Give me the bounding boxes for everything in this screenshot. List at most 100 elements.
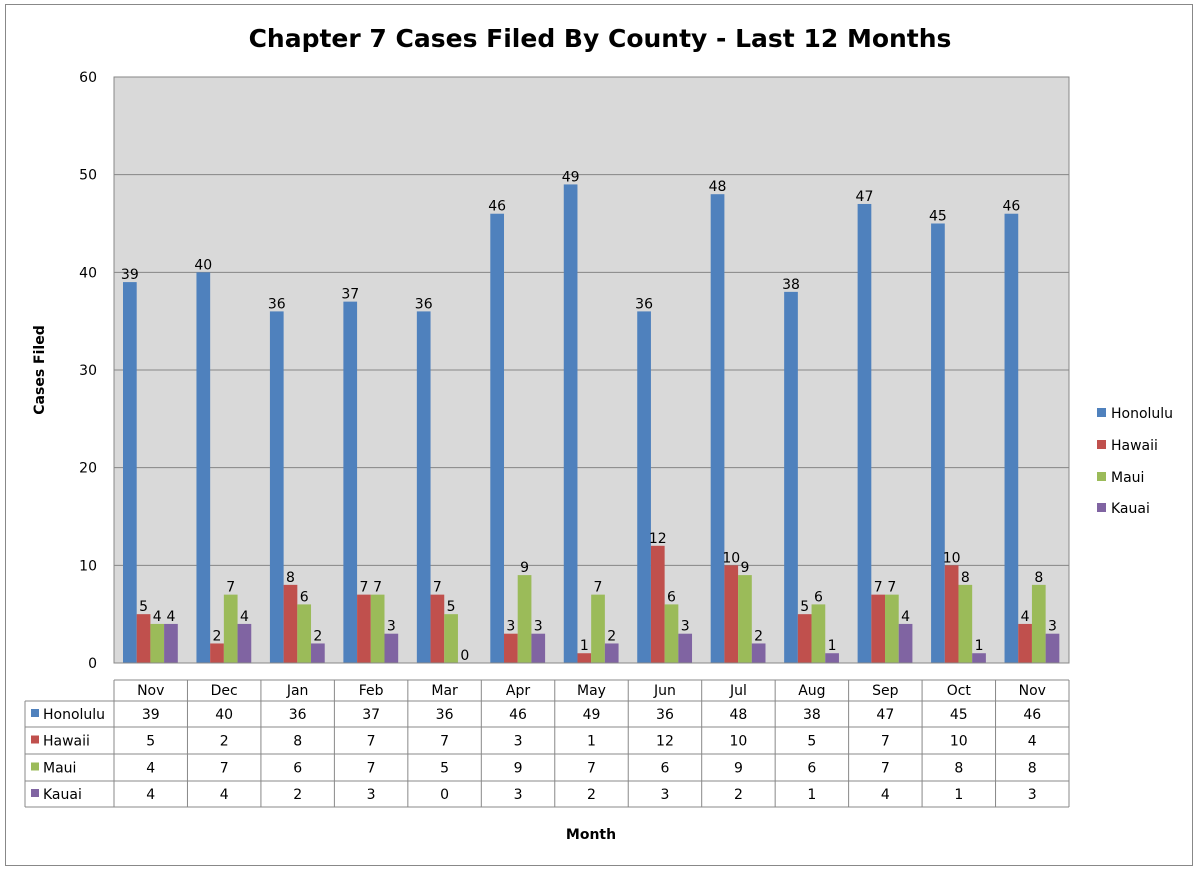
table-row-label: Hawaii — [43, 734, 90, 750]
table-cell: 10 — [950, 734, 968, 750]
table-cell: 46 — [509, 707, 527, 723]
table-cell: 7 — [881, 734, 890, 750]
x-category-label: Dec — [211, 683, 238, 699]
bar-hawaii — [357, 594, 371, 663]
table-cell: 9 — [734, 761, 743, 777]
table-cell: 4 — [220, 787, 229, 803]
table-cell: 3 — [514, 734, 523, 750]
data-label: 7 — [226, 580, 235, 596]
bar-honolulu — [343, 301, 358, 663]
legend-key-kauai — [1097, 503, 1106, 512]
data-label: 10 — [722, 550, 740, 566]
data-label: 46 — [1002, 199, 1020, 215]
data-label: 12 — [649, 531, 667, 547]
table-cell: 48 — [730, 707, 748, 723]
table-cell: 4 — [881, 787, 890, 803]
data-label: 7 — [433, 580, 442, 596]
data-label: 8 — [1034, 570, 1043, 586]
data-label: 1 — [828, 638, 837, 654]
data-label: 3 — [387, 619, 396, 635]
bar-hawaii — [283, 584, 298, 663]
bar-kauai — [311, 643, 325, 663]
bar-maui — [297, 604, 312, 663]
data-label: 40 — [194, 257, 212, 273]
data-label: 3 — [534, 619, 543, 635]
data-label: 6 — [814, 589, 823, 605]
x-category-label: Mar — [431, 683, 458, 699]
y-tick-label: 20 — [79, 461, 97, 477]
data-label: 4 — [901, 609, 910, 625]
bar-kauai — [1045, 633, 1060, 663]
table-cell: 40 — [215, 707, 233, 723]
table-cell: 6 — [807, 761, 816, 777]
bar-honolulu — [1004, 213, 1019, 663]
table-cell: 2 — [220, 734, 229, 750]
legend-label: Honolulu — [1111, 406, 1173, 422]
table-cell: 2 — [293, 787, 302, 803]
x-category-label: Feb — [359, 683, 384, 699]
bar-hawaii — [1018, 623, 1032, 663]
bar-maui — [444, 614, 458, 663]
table-cell: 5 — [807, 734, 816, 750]
bar-maui — [885, 594, 899, 663]
bar-hawaii — [430, 594, 445, 663]
chart-title: Chapter 7 Cases Filed By County - Last 1… — [249, 24, 952, 53]
table-cell: 10 — [730, 734, 748, 750]
bar-honolulu — [710, 194, 725, 663]
table-cell: 9 — [514, 761, 523, 777]
data-label: 2 — [213, 628, 222, 644]
data-label: 45 — [929, 209, 947, 225]
table-cell: 36 — [289, 707, 307, 723]
table-cell: 4 — [146, 761, 155, 777]
legend-key-hawaii — [1097, 440, 1106, 449]
table-cell: 7 — [881, 761, 890, 777]
x-category-label: Sep — [872, 683, 899, 699]
data-label: 10 — [943, 550, 961, 566]
table-cell: 4 — [1028, 734, 1037, 750]
bar-maui — [958, 584, 973, 663]
table-cell: 3 — [514, 787, 523, 803]
table-cell: 2 — [734, 787, 743, 803]
bar-honolulu — [269, 311, 284, 663]
y-tick-label: 10 — [79, 558, 97, 574]
bar-hawaii — [210, 643, 224, 663]
data-label: 1 — [975, 638, 984, 654]
x-category-label: Nov — [1019, 683, 1046, 699]
y-tick-label: 40 — [79, 265, 97, 281]
table-cell: 37 — [362, 707, 380, 723]
bar-kauai — [604, 643, 619, 663]
bar-kauai — [164, 623, 178, 663]
data-label: 8 — [286, 570, 295, 586]
bar-honolulu — [196, 272, 211, 663]
table-row-label: Maui — [43, 761, 76, 777]
table-cell: 8 — [1028, 761, 1037, 777]
bar-maui — [811, 604, 826, 663]
table-legend-key-maui — [31, 762, 39, 771]
x-category-label: Jan — [286, 683, 309, 699]
y-tick-label: 30 — [79, 363, 97, 379]
bar-honolulu — [931, 223, 945, 663]
data-label: 9 — [740, 560, 749, 576]
bar-kauai — [825, 653, 839, 663]
data-label: 36 — [415, 296, 433, 312]
data-label: 36 — [268, 296, 286, 312]
data-label: 37 — [341, 287, 359, 303]
data-label: 3 — [506, 619, 515, 635]
bar-hawaii — [577, 653, 592, 663]
bar-honolulu — [490, 213, 505, 663]
data-label: 47 — [856, 189, 874, 205]
data-label: 6 — [300, 589, 309, 605]
data-label: 5 — [139, 599, 148, 615]
data-label: 38 — [782, 277, 800, 293]
chart-frame — [5, 4, 1193, 866]
bar-maui — [517, 575, 532, 663]
data-label: 8 — [961, 570, 970, 586]
legend-label: Kauai — [1111, 501, 1150, 517]
data-label: 0 — [460, 648, 469, 664]
table-cell: 6 — [293, 761, 302, 777]
x-category-label: Apr — [506, 683, 530, 699]
bar-hawaii — [724, 565, 739, 663]
data-label: 2 — [607, 628, 616, 644]
table-cell: 3 — [1028, 787, 1037, 803]
